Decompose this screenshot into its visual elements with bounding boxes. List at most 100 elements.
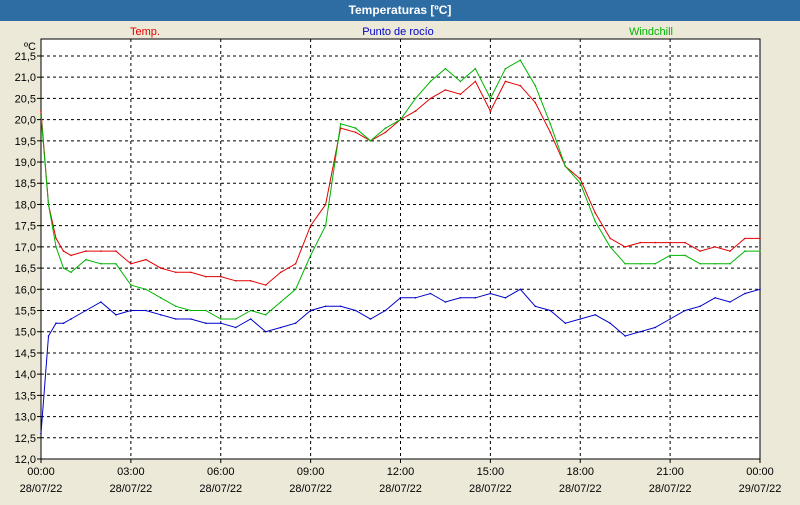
series-point-1 bbox=[40, 432, 42, 435]
series-point-2 bbox=[399, 118, 402, 121]
series-point-2 bbox=[474, 67, 477, 70]
series-point-0 bbox=[444, 89, 447, 91]
series-point-2 bbox=[459, 80, 462, 83]
series-point-2 bbox=[324, 224, 327, 227]
series-point-0 bbox=[205, 275, 207, 278]
series-point-0 bbox=[55, 237, 57, 240]
series-point-1 bbox=[234, 326, 237, 329]
series-point-2 bbox=[145, 288, 147, 291]
series-point-0 bbox=[249, 280, 252, 282]
series-point-1 bbox=[564, 322, 567, 325]
x-tick-time: 06:00 bbox=[207, 466, 235, 478]
x-tick-date: 28/07/22 bbox=[559, 483, 602, 495]
series-point-1 bbox=[47, 335, 50, 337]
series-point-0 bbox=[609, 237, 611, 240]
series-point-2 bbox=[220, 318, 222, 320]
series-point-0 bbox=[62, 250, 65, 252]
series-point-2 bbox=[175, 305, 177, 308]
x-tick-time: 03:00 bbox=[117, 466, 145, 478]
series-point-0 bbox=[234, 280, 237, 282]
y-tick-label: 15,5 bbox=[15, 306, 36, 318]
y-tick-label: 17,5 bbox=[15, 221, 36, 233]
series-point-2 bbox=[504, 67, 507, 70]
series-point-1 bbox=[714, 297, 716, 299]
series-point-1 bbox=[55, 322, 57, 325]
series-point-1 bbox=[145, 309, 147, 312]
series-point-1 bbox=[369, 318, 372, 320]
series-point-0 bbox=[100, 250, 102, 252]
series-point-2 bbox=[205, 309, 207, 312]
series-point-0 bbox=[729, 250, 731, 252]
series-point-1 bbox=[62, 322, 65, 325]
series-point-0 bbox=[160, 267, 162, 269]
series-point-2 bbox=[669, 254, 671, 257]
series-point-2 bbox=[190, 309, 192, 312]
series-point-2 bbox=[759, 250, 761, 252]
x-tick-date: 28/07/22 bbox=[469, 483, 512, 495]
series-point-1 bbox=[459, 297, 462, 299]
series-point-2 bbox=[130, 284, 132, 286]
series-point-2 bbox=[294, 288, 297, 291]
series-point-2 bbox=[279, 301, 282, 303]
series-point-0 bbox=[130, 263, 132, 265]
series-point-2 bbox=[40, 114, 42, 117]
series-point-0 bbox=[579, 178, 582, 180]
series-point-0 bbox=[414, 110, 417, 112]
series-point-2 bbox=[624, 263, 626, 265]
series-point-1 bbox=[549, 309, 552, 312]
temperature-chart: 12,0 12,5 13,0 13,5 14,0 14,5 15,0 15,5 16,0 16,5… bbox=[15, 26, 782, 495]
series-point-1 bbox=[205, 322, 207, 325]
y-tick-label: 16,5 bbox=[15, 263, 36, 275]
series-point-1 bbox=[684, 309, 686, 312]
series-point-0 bbox=[744, 237, 746, 240]
series-point-2 bbox=[609, 246, 611, 248]
y-tick-label: 18,5 bbox=[15, 178, 36, 190]
series-point-1 bbox=[624, 335, 626, 337]
series-point-2 bbox=[489, 97, 492, 100]
series-point-2 bbox=[47, 203, 50, 206]
y-tick-label: 16,0 bbox=[15, 284, 36, 296]
y-unit-label: ºC bbox=[24, 41, 36, 53]
x-tick-date: 28/07/22 bbox=[649, 483, 692, 495]
series-point-1 bbox=[699, 305, 701, 308]
series-point-0 bbox=[519, 84, 522, 87]
series-point-2 bbox=[444, 67, 447, 70]
y-tick-label: 14,5 bbox=[15, 348, 36, 360]
series-point-1 bbox=[190, 318, 192, 320]
series-point-2 bbox=[369, 140, 372, 142]
series-point-2 bbox=[534, 84, 537, 87]
series-point-1 bbox=[324, 305, 327, 308]
grid-lines bbox=[41, 39, 760, 459]
series-point-1 bbox=[489, 292, 492, 295]
y-tick-label: 17,0 bbox=[15, 242, 36, 254]
series-point-0 bbox=[190, 271, 192, 274]
series-point-2 bbox=[85, 258, 87, 261]
series-point-1 bbox=[279, 326, 282, 329]
series-point-0 bbox=[294, 263, 297, 265]
series-point-1 bbox=[85, 309, 87, 312]
series-point-2 bbox=[309, 254, 312, 257]
x-tick-time: 00:00 bbox=[746, 466, 774, 478]
series-point-0 bbox=[654, 241, 656, 244]
series-point-0 bbox=[40, 110, 42, 112]
series-point-2 bbox=[70, 271, 72, 274]
series-point-2 bbox=[234, 318, 237, 320]
chart-title: Temperaturas [ºC] bbox=[0, 0, 800, 21]
series-point-0 bbox=[429, 97, 432, 100]
series-point-2 bbox=[639, 263, 641, 265]
series-point-1 bbox=[264, 330, 267, 333]
x-tick-time: 18:00 bbox=[566, 466, 594, 478]
series-point-2 bbox=[429, 80, 432, 83]
series-point-0 bbox=[534, 101, 537, 104]
series-point-1 bbox=[759, 288, 761, 291]
series-point-1 bbox=[399, 297, 402, 299]
series-point-0 bbox=[594, 212, 596, 214]
y-tick-label: 21,0 bbox=[15, 72, 36, 84]
x-tick-time: 15:00 bbox=[477, 466, 505, 478]
series-point-1 bbox=[70, 318, 72, 320]
x-tick-time: 00:00 bbox=[27, 466, 55, 478]
series-point-0 bbox=[624, 246, 626, 248]
series-point-1 bbox=[504, 297, 507, 299]
series-point-2 bbox=[339, 123, 342, 125]
series-point-0 bbox=[549, 131, 552, 134]
